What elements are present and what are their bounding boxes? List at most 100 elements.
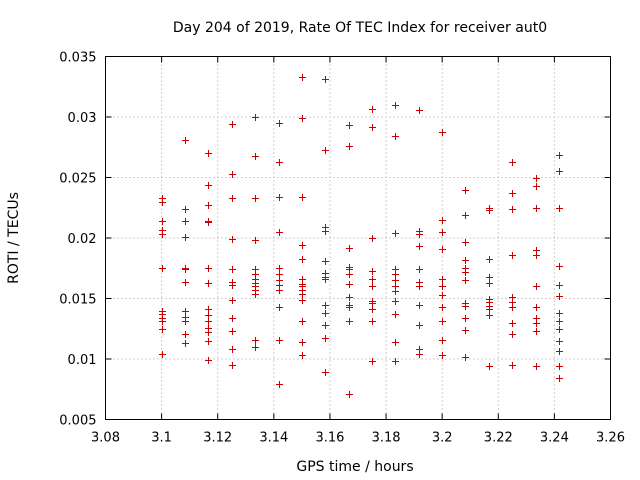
data-point <box>416 243 423 250</box>
data-point <box>229 315 236 322</box>
data-point <box>462 315 469 322</box>
data-point <box>533 363 540 370</box>
data-point <box>159 231 166 238</box>
x-tick-label: 3.26 <box>596 431 625 446</box>
data-point <box>392 271 399 278</box>
data-point <box>462 277 469 284</box>
data-point <box>299 339 306 346</box>
data-point <box>462 239 469 246</box>
data-point <box>322 302 329 309</box>
data-point <box>322 322 329 329</box>
data-point <box>462 354 469 361</box>
data-point <box>205 202 212 209</box>
data-point <box>462 303 469 310</box>
data-point <box>276 159 283 166</box>
data-point <box>392 339 399 346</box>
data-point <box>556 338 563 345</box>
y-tick-label: 0.035 <box>59 51 96 66</box>
data-point <box>322 258 329 265</box>
data-point <box>276 287 283 294</box>
data-point <box>322 276 329 283</box>
data-point <box>439 304 446 311</box>
data-point <box>462 269 469 276</box>
data-point <box>556 282 563 289</box>
data-point <box>416 322 423 329</box>
data-point <box>205 219 212 226</box>
data-point <box>252 237 259 244</box>
data-point <box>252 344 259 351</box>
data-point <box>322 76 329 83</box>
x-tick-label: 3.2 <box>432 431 453 446</box>
data-point <box>509 320 516 327</box>
data-point <box>486 363 493 370</box>
data-point <box>205 338 212 345</box>
axis-ticks <box>105 56 611 420</box>
data-point <box>159 199 166 206</box>
data-point <box>509 304 516 311</box>
data-point <box>533 175 540 182</box>
data-point <box>205 318 212 325</box>
data-point <box>369 300 376 307</box>
data-point <box>299 256 306 263</box>
data-point <box>392 298 399 305</box>
data-point <box>392 358 399 365</box>
data-point <box>159 326 166 333</box>
data-point <box>486 207 493 214</box>
data-point <box>392 311 399 318</box>
data-point <box>439 217 446 224</box>
x-axis-tick-labels: 3.08 3.1 3.12 3.14 3.16 3.18 3.2 3.22 3.24 3.26 <box>91 431 625 446</box>
data-point <box>439 229 446 236</box>
x-tick-label: 3.16 <box>315 431 344 446</box>
data-point <box>369 306 376 313</box>
data-point <box>416 266 423 273</box>
data-point <box>462 212 469 219</box>
data-point <box>416 351 423 358</box>
data-point <box>182 331 189 338</box>
data-point <box>322 228 329 235</box>
data-point <box>322 335 329 342</box>
data-point <box>369 106 376 113</box>
data-point <box>369 124 376 131</box>
data-point <box>486 280 493 287</box>
data-point <box>346 245 353 252</box>
data-point <box>369 358 376 365</box>
data-point <box>439 352 446 359</box>
data-point <box>416 302 423 309</box>
y-tick-label: 0.03 <box>68 111 97 126</box>
data-point <box>182 279 189 286</box>
data-point <box>392 102 399 109</box>
x-tick-label: 3.1 <box>151 431 172 446</box>
data-point <box>299 74 306 81</box>
data-point <box>486 312 493 319</box>
data-point <box>252 114 259 121</box>
y-axis-label: ROTI / TECUs <box>6 192 22 284</box>
data-point <box>205 329 212 336</box>
data-point <box>252 291 259 298</box>
data-points <box>159 74 563 398</box>
data-point <box>439 292 446 299</box>
data-point <box>556 263 563 270</box>
x-tick-label: 3.22 <box>484 431 513 446</box>
data-point <box>556 326 563 333</box>
data-point <box>299 297 306 304</box>
data-point <box>276 120 283 127</box>
x-tick-label: 3.14 <box>259 431 288 446</box>
data-point <box>229 171 236 178</box>
data-point <box>205 280 212 287</box>
data-point <box>509 252 516 259</box>
data-point <box>346 391 353 398</box>
data-point <box>556 310 563 317</box>
data-point <box>556 205 563 212</box>
x-tick-label: 3.24 <box>540 431 569 446</box>
x-axis-label: GPS time / hours <box>296 459 413 475</box>
data-point <box>509 362 516 369</box>
data-point <box>276 271 283 278</box>
data-point <box>369 283 376 290</box>
data-point <box>416 107 423 114</box>
data-point <box>229 236 236 243</box>
y-tick-label: 0.02 <box>68 232 97 247</box>
data-point <box>346 318 353 325</box>
data-point <box>205 265 212 272</box>
data-point <box>276 229 283 236</box>
